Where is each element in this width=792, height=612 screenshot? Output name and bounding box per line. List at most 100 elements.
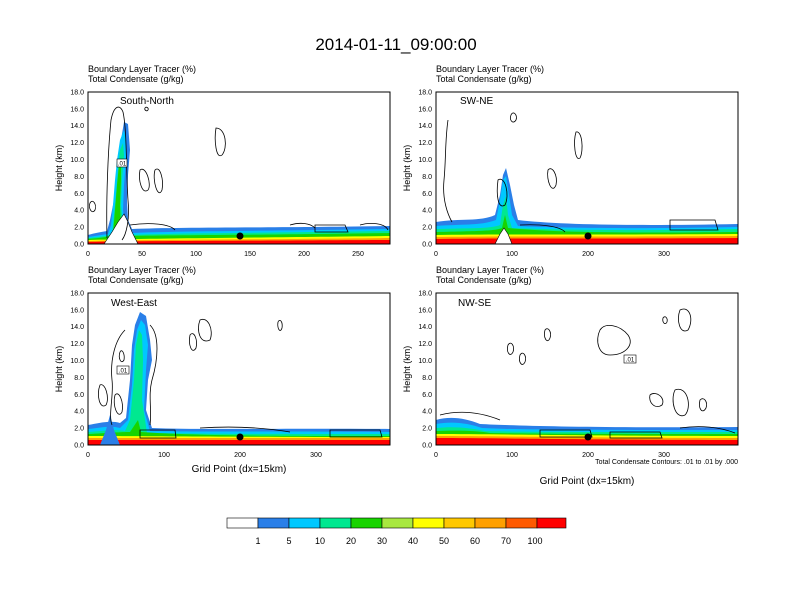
marker-point [584,232,592,240]
y-tick-label: 14.0 [418,123,432,130]
x-axis-label: Grid Point (dx=15km) [192,464,287,475]
contour-label-box [623,354,637,364]
y-tick-label: 8.0 [74,174,84,181]
colorbar-label: 40 [408,536,418,546]
x-tick-label: 300 [310,452,322,459]
panel-subtitle-2: Total Condensate (g/kg) [88,74,184,84]
colorbar-label: 100 [527,536,542,546]
colorbar-swatch [412,517,445,529]
field-layer [436,417,738,445]
y-tick-label: 10.0 [418,358,432,365]
x-tick-labels: 0 100 200 300 [434,452,670,459]
panel-subtitle-2: Total Condensate (g/kg) [88,275,184,285]
y-tick-label: 8.0 [422,174,432,181]
colorbar-swatch [350,517,383,529]
contour-label: .01 [119,369,128,375]
plot-frame [435,292,739,446]
colorbar-label: 1 [255,536,260,546]
y-tick-label: 8.0 [422,375,432,382]
plot-frame [435,91,739,245]
y-tick-label: 12.0 [70,140,84,147]
y-tick-label: 14.0 [418,324,432,331]
colorbar-swatch [381,517,414,529]
y-tick-label: 10.0 [418,157,432,164]
panel-subtitle-1: Boundary Layer Tracer (%) [88,265,196,275]
colorbar-swatch [226,517,259,529]
colorbar-swatch [536,517,567,529]
contour-lines [439,308,736,439]
panel-subtitle-1: Boundary Layer Tracer (%) [436,64,544,74]
y-tick-label: 12.0 [418,140,432,147]
field-layer [88,122,390,245]
y-tick-label: 0.0 [422,443,432,450]
y-tick-label: 4.0 [74,208,84,215]
x-tick-label: 250 [352,251,364,258]
x-tick-label: 200 [582,452,594,459]
contour-lines [443,112,719,233]
x-tick-label: 100 [506,452,518,459]
panel-subtitle-1: Boundary Layer Tracer (%) [436,265,544,275]
field-layer [436,168,738,245]
contour-label-box [116,365,130,375]
y-tick-labels: 0.0 2.0 4.0 6.0 8.0 10.0 12.0 14.0 16.0 … [70,291,84,450]
y-tick-label: 18.0 [418,90,432,97]
x-tick-label: 0 [434,251,438,258]
colorbar-label: 30 [377,536,387,546]
contour-label: .01 [118,162,127,168]
x-tick-label: 200 [234,452,246,459]
y-tick-label: 2.0 [422,225,432,232]
contour-footnote: Total Condensate Contours: .01 to .01 by… [595,459,738,466]
y-tick-label: 18.0 [70,291,84,298]
y-tick-label: 16.0 [70,307,84,314]
x-tick-label: 100 [158,452,170,459]
x-axis-label: Grid Point (dx=15km) [540,476,635,487]
colorbar-label: 10 [315,536,325,546]
panel-subtitle-2: Total Condensate (g/kg) [436,74,532,84]
plot-frame [87,292,391,446]
x-tick-label: 300 [658,452,670,459]
colorbar-label: 5 [286,536,291,546]
marker-point [236,232,244,240]
x-tick-label: 50 [138,251,146,258]
y-tick-label: 12.0 [418,341,432,348]
y-tick-label: 10.0 [70,358,84,365]
contour-lines [98,318,383,439]
colorbar-swatch [319,517,352,529]
colorbar-label: 60 [470,536,480,546]
marker-point [584,433,592,441]
x-tick-labels: 0 100 200 300 [86,452,322,459]
contour-lines [89,106,389,241]
y-tick-label: 12.0 [70,341,84,348]
figure-title: 2014-01-11_09:00:00 [315,35,476,54]
y-tick-label: 18.0 [70,90,84,97]
y-tick-label: 0.0 [74,242,84,249]
y-tick-label: 8.0 [74,375,84,382]
y-tick-label: 14.0 [70,324,84,331]
colorbar-swatch [474,517,507,529]
x-tick-label: 100 [506,251,518,258]
panel-subtitle-1: Boundary Layer Tracer (%) [88,64,196,74]
y-tick-label: 10.0 [70,157,84,164]
y-tick-label: 2.0 [74,426,84,433]
x-tick-labels: 0 50 100 150 200 250 [86,251,364,258]
colorbar-swatch [505,517,538,529]
contour-label-box [116,158,128,168]
y-tick-label: 4.0 [422,208,432,215]
panel-title: SW-NE [460,96,493,107]
y-axis-label: Height (km) [54,346,64,393]
field-layer [88,312,390,445]
y-tick-labels: 0.0 2.0 4.0 6.0 8.0 10.0 12.0 14.0 16.0 … [418,90,432,249]
x-tick-label: 0 [434,452,438,459]
y-tick-label: 6.0 [422,392,432,399]
y-tick-label: 2.0 [74,225,84,232]
colorbar-swatch [288,517,321,529]
colorbar-swatch [257,517,290,529]
colorbar-label: 50 [439,536,449,546]
y-tick-label: 18.0 [418,291,432,298]
x-tick-label: 0 [86,452,90,459]
y-tick-label: 16.0 [70,106,84,113]
plot-frame [87,91,391,245]
colorbar: 1 5 10 20 30 40 50 60 70 100 [226,517,567,546]
x-tick-label: 100 [190,251,202,258]
